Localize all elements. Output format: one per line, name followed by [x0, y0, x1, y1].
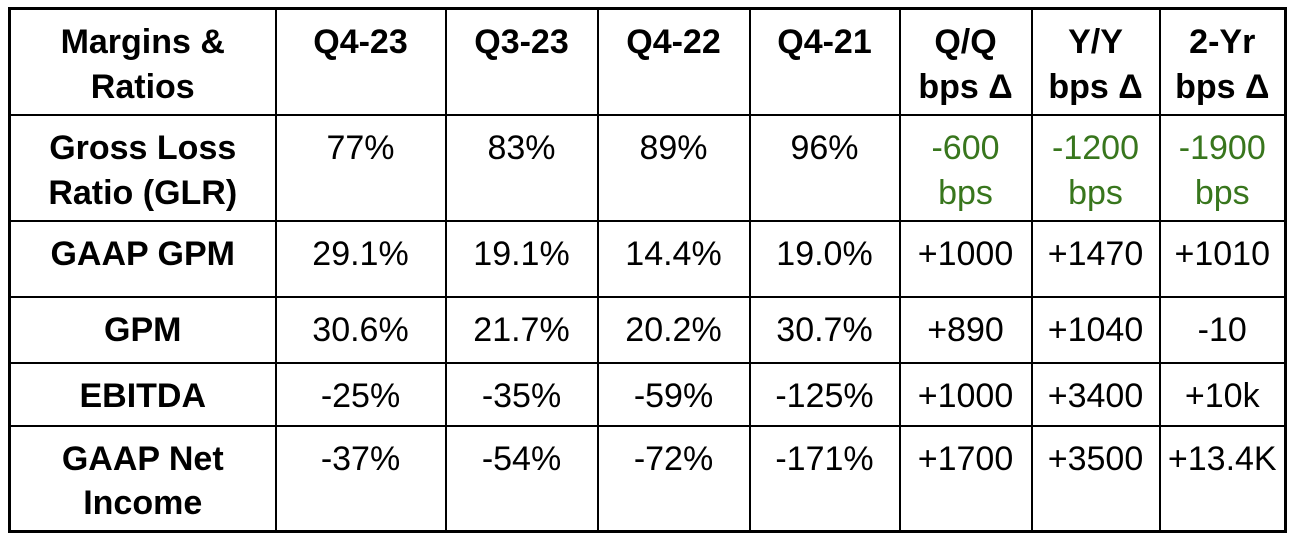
- table-row-gpm: GPM 30.6% 21.7% 20.2% 30.7% +890 +1040 -…: [8, 295, 1287, 364]
- table-row-ebitda: EBITDA -25% -35% -59% -125% +1000 +3400 …: [8, 361, 1287, 427]
- data-cell: 89%: [596, 113, 751, 222]
- data-cell: +13.4K: [1158, 424, 1287, 533]
- data-cell: +1470: [1030, 219, 1161, 298]
- data-cell: -10: [1158, 295, 1287, 364]
- data-cell: 77%: [274, 113, 447, 222]
- data-cell: -171%: [748, 424, 901, 533]
- data-cell: -35%: [444, 361, 599, 427]
- data-cell: +1700: [898, 424, 1033, 533]
- data-cell: 19.0%: [748, 219, 901, 298]
- data-cell: 19.1%: [444, 219, 599, 298]
- data-cell: 21.7%: [444, 295, 599, 364]
- data-cell: 30.7%: [748, 295, 901, 364]
- row-label-ebitda: EBITDA: [8, 361, 277, 427]
- metrics-table-container: Margins & Ratios Q4-23 Q3-23 Q4-22 Q4-21…: [8, 7, 1287, 534]
- data-cell: +3500: [1030, 424, 1161, 533]
- header-q4-23: Q4-23: [274, 7, 447, 116]
- header-q4-21: Q4-21: [748, 7, 901, 116]
- data-cell: +1010: [1158, 219, 1287, 298]
- row-label-gpm: GPM: [8, 295, 277, 364]
- header-q3-23: Q3-23: [444, 7, 599, 116]
- row-label-gaap-net-income: GAAP Net Income: [8, 424, 277, 533]
- row-label-gross-loss-ratio: Gross Loss Ratio (GLR): [8, 113, 277, 222]
- header-yy-bps-delta: Y/Y bps Δ: [1030, 7, 1161, 116]
- table-row-gross-loss-ratio: Gross Loss Ratio (GLR) 77% 83% 89% 96% -…: [8, 113, 1287, 222]
- data-cell: 83%: [444, 113, 599, 222]
- data-cell: -25%: [274, 361, 447, 427]
- data-cell: +890: [898, 295, 1033, 364]
- data-cell: -72%: [596, 424, 751, 533]
- data-cell: 29.1%: [274, 219, 447, 298]
- data-cell: -37%: [274, 424, 447, 533]
- data-cell: -59%: [596, 361, 751, 427]
- data-cell: -125%: [748, 361, 901, 427]
- data-cell: -54%: [444, 424, 599, 533]
- data-cell: 14.4%: [596, 219, 751, 298]
- table-row-gaap-net-income: GAAP Net Income -37% -54% -72% -171% +17…: [8, 424, 1287, 533]
- corner-header-margins-ratios: Margins & Ratios: [8, 7, 277, 116]
- data-cell: 30.6%: [274, 295, 447, 364]
- header-2yr-bps-delta: 2-Yr bps Δ: [1158, 7, 1287, 116]
- data-cell: -600 bps: [898, 113, 1033, 222]
- data-cell: +1040: [1030, 295, 1161, 364]
- data-cell: 96%: [748, 113, 901, 222]
- data-cell: +1000: [898, 219, 1033, 298]
- data-cell: +10k: [1158, 361, 1287, 427]
- data-cell: +1000: [898, 361, 1033, 427]
- margins-ratios-table: Margins & Ratios Q4-23 Q3-23 Q4-22 Q4-21…: [8, 7, 1287, 534]
- table-row-gaap-gpm: GAAP GPM 29.1% 19.1% 14.4% 19.0% +1000 +…: [8, 219, 1287, 298]
- row-label-gaap-gpm: GAAP GPM: [8, 219, 277, 298]
- data-cell: -1200 bps: [1030, 113, 1161, 222]
- table-header-row: Margins & Ratios Q4-23 Q3-23 Q4-22 Q4-21…: [8, 7, 1287, 116]
- data-cell: -1900 bps: [1158, 113, 1287, 222]
- data-cell: 20.2%: [596, 295, 751, 364]
- header-q4-22: Q4-22: [596, 7, 751, 116]
- header-qq-bps-delta: Q/Q bps Δ: [898, 7, 1033, 116]
- data-cell: +3400: [1030, 361, 1161, 427]
